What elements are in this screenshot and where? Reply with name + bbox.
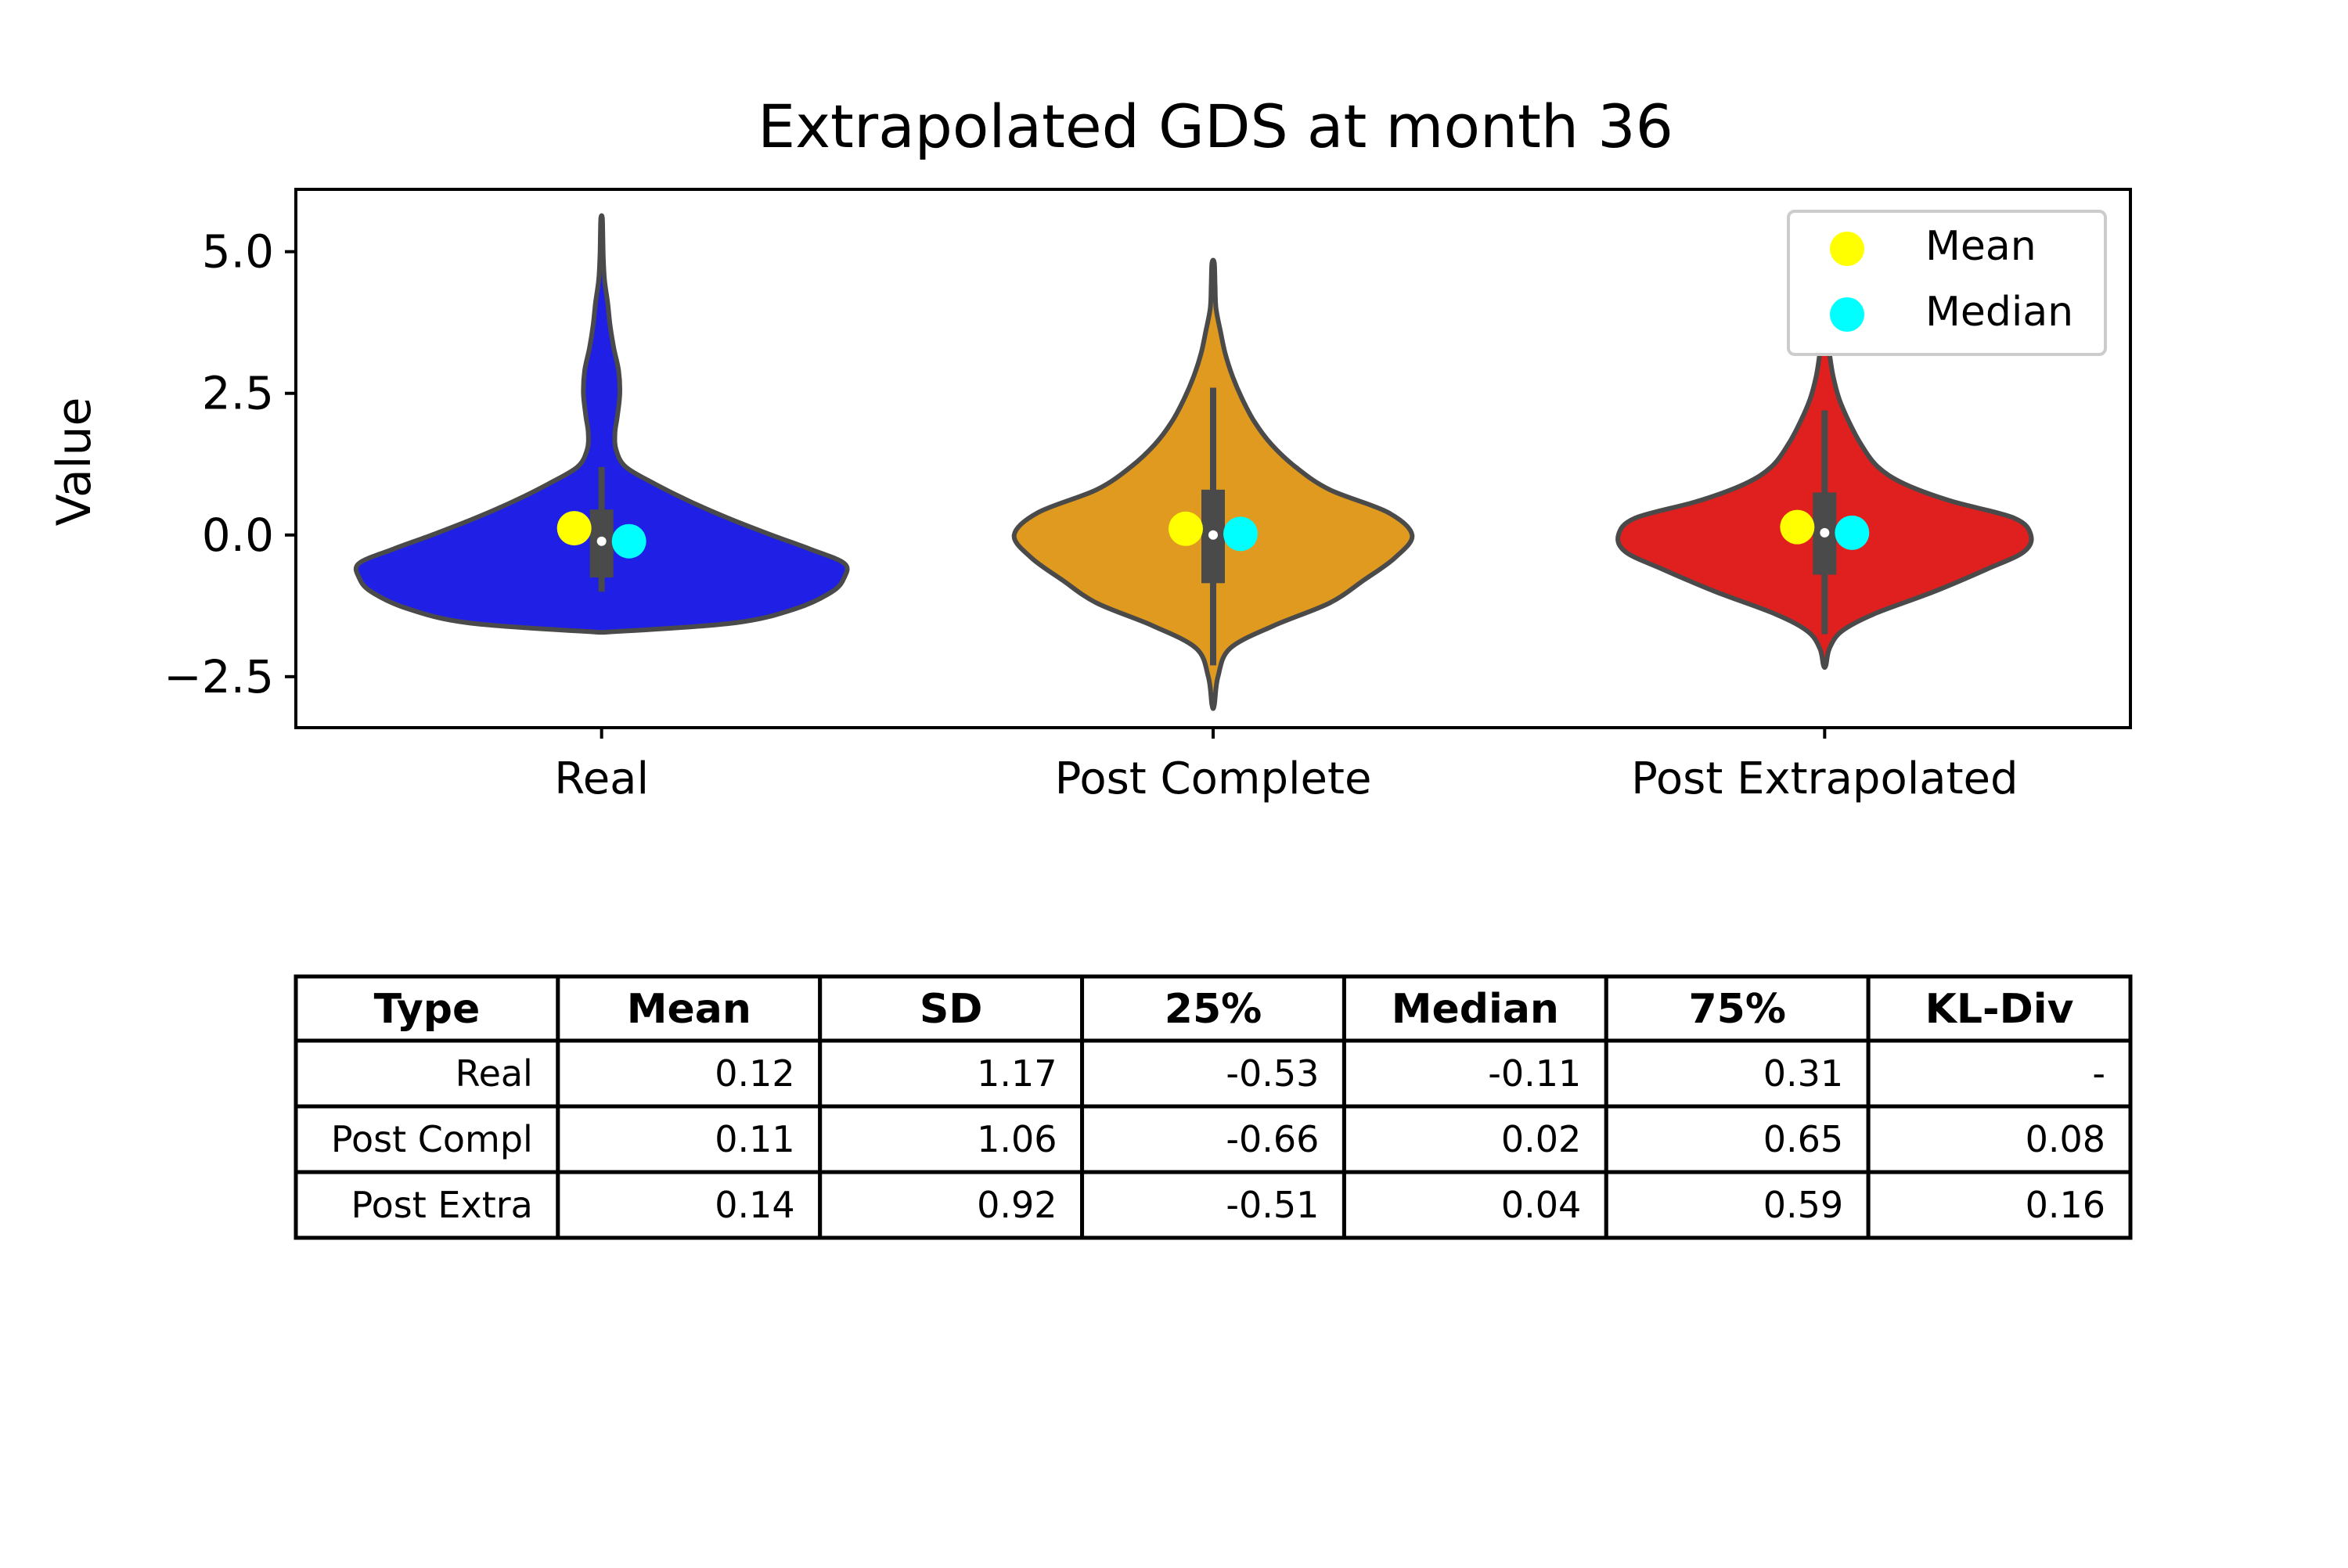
table-value: -0.53 [1226, 1052, 1319, 1095]
table-value: 0.02 [1501, 1118, 1581, 1160]
table-header-text: Type [374, 986, 481, 1033]
table-value: 0.14 [715, 1184, 794, 1226]
table-header-text: 75% [1688, 986, 1785, 1033]
table-header-text: KL-Div [1925, 986, 2074, 1033]
violin-1 [353, 213, 850, 635]
table-header-cell [1866, 974, 2133, 1043]
table-value: 1.17 [977, 1052, 1057, 1095]
x-tick-label: Post Complete [1055, 753, 1372, 804]
table-cell [1080, 1170, 1346, 1240]
x-tick-label: Real [554, 753, 649, 804]
table-header-text: 25% [1165, 986, 1262, 1033]
legend-median-label: Median [1925, 289, 2073, 336]
y-tick-label: 0.0 [202, 509, 274, 562]
median-dot-2 [1208, 530, 1218, 540]
box-layer [589, 387, 1837, 666]
y-tick-label: −2.5 [164, 650, 274, 703]
table-cell [1866, 1104, 2133, 1174]
table-value: 1.06 [977, 1118, 1057, 1160]
table-cell [556, 1170, 823, 1240]
median-point-2 [1223, 516, 1258, 552]
table-value: -0.51 [1226, 1184, 1319, 1226]
table-cell [1604, 1104, 1871, 1174]
mean-point-2 [1169, 511, 1203, 546]
chart-legend: Mean Median [1787, 210, 2107, 356]
chart-title: Extrapolated GDS at month 36 [758, 92, 1673, 161]
table-header-text: SD [920, 986, 983, 1033]
table-header-text: Median [1392, 986, 1559, 1033]
points-layer [556, 509, 1870, 559]
y-tick-label: 2.5 [202, 367, 274, 420]
table-value: -0.66 [1226, 1118, 1319, 1160]
axes-layer: −2.5 0.0 2.5 5.0 Real Post Complete Post Extra… [164, 188, 2132, 804]
table-value: 0.31 [1763, 1052, 1843, 1095]
median-point-3 [1835, 515, 1870, 550]
table-row-label: Post Extra [351, 1184, 533, 1226]
table-value: 0.59 [1763, 1184, 1843, 1226]
table-row-label: Post Compl [331, 1118, 533, 1160]
table-value: 0.65 [1763, 1118, 1843, 1160]
table-value: 0.08 [2026, 1118, 2105, 1160]
legend-mean-label: Mean [1925, 223, 2036, 270]
y-tick-label: 5.0 [202, 225, 274, 279]
table-value: 0.12 [715, 1052, 794, 1095]
table-header-text: Mean [627, 986, 751, 1033]
table-value: - [2092, 1052, 2105, 1095]
table-cell [1866, 1170, 2133, 1240]
table-value: -0.11 [1488, 1052, 1581, 1095]
y-axis-label: Value [47, 397, 102, 527]
legend-frame [1787, 210, 2107, 356]
table-cell [1604, 1038, 1871, 1109]
mean-point-3 [1780, 509, 1815, 545]
table-value: 0.92 [977, 1184, 1057, 1226]
median-point-1 [611, 523, 646, 559]
table-header-cell [818, 974, 1085, 1043]
median-dot-1 [596, 536, 607, 546]
table-header-cell [1080, 974, 1346, 1043]
legend-mean-marker [1830, 232, 1864, 266]
table-value: 0.04 [1501, 1184, 1581, 1226]
table-cell [1341, 1170, 1608, 1240]
mean-point-1 [556, 511, 592, 546]
median-dot-3 [1820, 527, 1830, 538]
table-row-label: Real [456, 1052, 533, 1095]
table-value: 0.11 [715, 1118, 794, 1160]
table-value: 0.16 [2026, 1184, 2105, 1226]
table-cell [818, 1170, 1085, 1240]
legend-median-marker [1830, 297, 1864, 332]
table-cell [294, 1104, 560, 1174]
x-tick-label: Post Extrapolated [1631, 753, 2018, 804]
table-cell [1866, 1038, 2133, 1109]
stats-table: Type Mean SD 25% Median 75% KL-Div Real 0.12 1.17… [294, 974, 2133, 1240]
